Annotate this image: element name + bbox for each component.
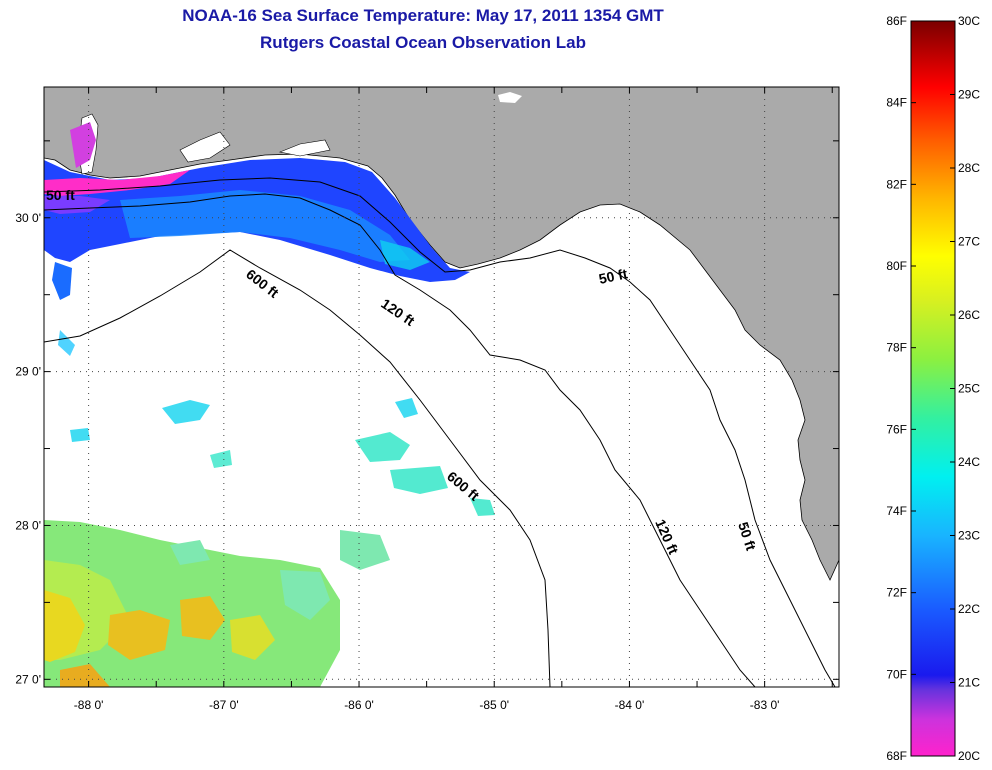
lon-tick-label: -86 0' (344, 698, 374, 712)
colorbar-f-label: 68F (886, 749, 907, 763)
contour-label-50ft-west: 50 ft (46, 187, 75, 203)
contour-600ft (44, 249, 551, 687)
land-mass (44, 87, 839, 581)
lon-tick-label: -84 0' (615, 698, 645, 712)
colorbar-c-label: 22C (958, 602, 980, 616)
colorbar-f-label: 86F (886, 14, 907, 28)
colorbar-c-label: 28C (958, 161, 980, 175)
colorbar-f-label: 84F (886, 96, 907, 110)
colorbar-c-label: 23C (958, 529, 980, 543)
colorbar-c-label: 29C (958, 88, 980, 102)
lon-tick-label: -85 0' (479, 698, 509, 712)
colorbar-c-label: 21C (958, 676, 980, 690)
contour-label-50ft-east: 50 ft (597, 265, 629, 287)
colorbar-c-label: 20C (958, 749, 980, 763)
colorbar-c-label: 25C (958, 382, 980, 396)
map-subtitle: Rutgers Coastal Ocean Observation Lab (260, 33, 586, 52)
colorbar-f-label: 80F (886, 259, 907, 273)
bathymetry-contours (44, 177, 836, 687)
colorbar-f-label: 74F (886, 504, 907, 518)
colorbar-f-label: 76F (886, 422, 907, 436)
lon-tick-label: -87 0' (209, 698, 239, 712)
bay-inlet-east (278, 139, 331, 157)
contour-50ft (44, 177, 836, 687)
colorbar-c-label: 24C (958, 455, 980, 469)
colorbar-c-label: 27C (958, 235, 980, 249)
map-grid (44, 87, 839, 687)
colorbar: 86F 84F 82F 80F 78F 76F 74F 72F 70F 68F 30C 29C 28C… (886, 14, 980, 763)
colorbar-f-label: 78F (886, 341, 907, 355)
longitude-labels: -88 0' -87 0' -86 0' -85 0' -84 0' -83 0' (74, 698, 780, 712)
colorbar-f-label: 82F (886, 177, 907, 191)
lat-tick-label: 30 0' (15, 211, 41, 225)
colorbar-f-label: 72F (886, 586, 907, 600)
sst-data (44, 122, 495, 687)
contour-120ft (44, 193, 756, 687)
colorbar-f-label: 70F (886, 667, 907, 681)
colorbar-c-label: 30C (958, 14, 980, 28)
colorbar-fahrenheit-labels: 86F 84F 82F 80F 78F 76F 74F 72F 70F 68F (886, 14, 916, 763)
colorbar-celsius-labels: 30C 29C 28C 27C 26C 25C 24C 23C 22C 21C 20C (950, 14, 980, 763)
latitude-labels: 30 0' 29 0' 28 0' 27 0' (15, 211, 41, 687)
lat-tick-label: 29 0' (15, 365, 41, 379)
map-title: NOAA-16 Sea Surface Temperature: May 17,… (182, 6, 664, 25)
lon-tick-label: -83 0' (750, 698, 780, 712)
lat-tick-label: 27 0' (15, 672, 41, 686)
lat-tick-label: 28 0' (15, 518, 41, 532)
lon-tick-label: -88 0' (74, 698, 104, 712)
colorbar-c-label: 26C (958, 308, 980, 322)
lake-island (498, 92, 522, 103)
bay-inlet (179, 131, 231, 163)
colorbar-gradient (910, 20, 956, 757)
map-area: 50 ft 600 ft 120 ft 50 ft 600 ft 120 ft … (44, 87, 839, 687)
map-frame (43, 86, 840, 688)
map-ticks (44, 87, 839, 687)
